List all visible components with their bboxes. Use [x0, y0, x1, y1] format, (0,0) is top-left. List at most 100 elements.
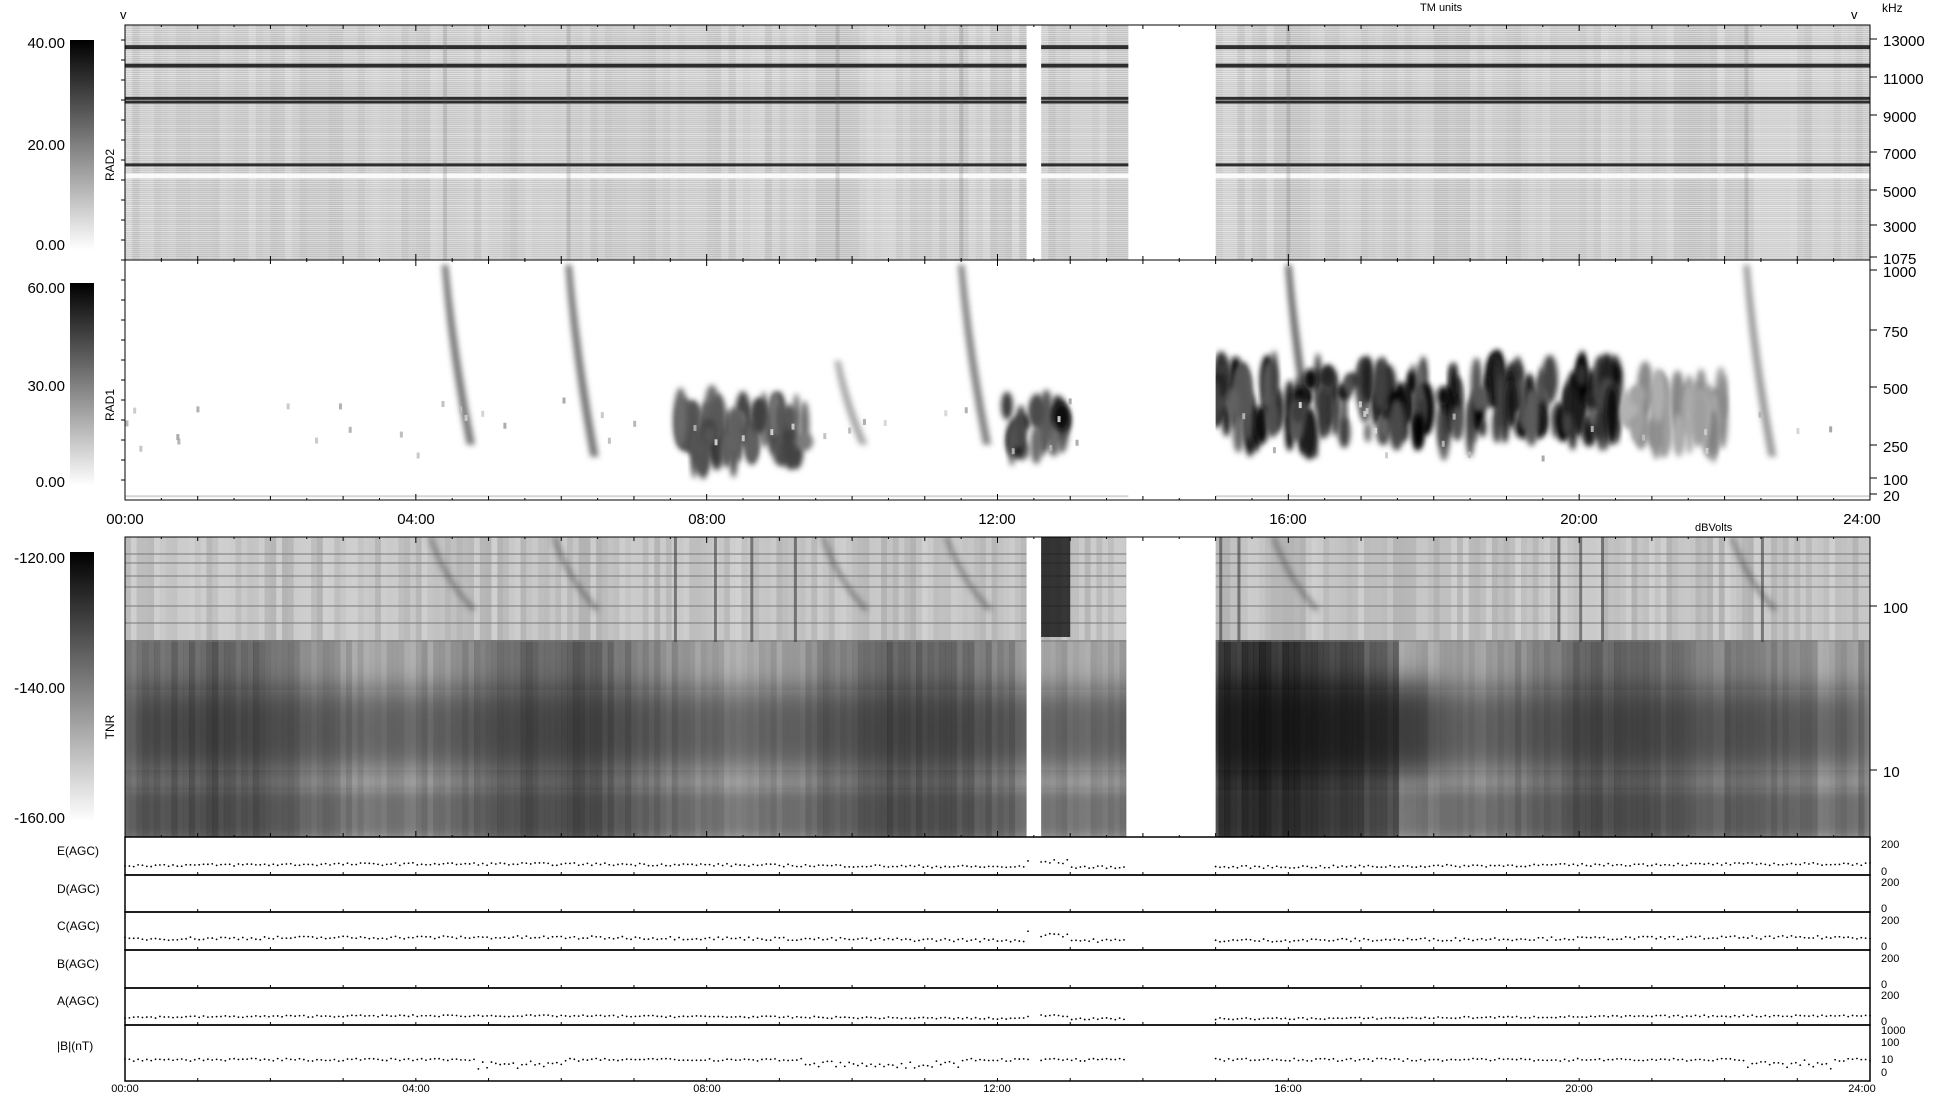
tnr-column-upper [532, 537, 539, 640]
agc-point [769, 1058, 772, 1061]
agc-panels: E(AGC) 200 0 D(AGC) 200 0 C(AGC) 200 0 B… [57, 836, 1905, 1082]
agc-point [446, 935, 449, 938]
tnr-column-upper [1340, 537, 1348, 640]
tnr-column-upper [933, 537, 940, 640]
rad1-blob [1360, 355, 1374, 404]
agc-point [1677, 1058, 1679, 1061]
agc-point [1040, 1059, 1043, 1062]
agc-point [708, 863, 711, 866]
agc-point [852, 938, 855, 941]
rad2-stripe [125, 137, 1870, 138]
agc-point [324, 937, 327, 940]
tnr-column-upper [1829, 537, 1836, 640]
agc-point [442, 862, 445, 865]
rad1-speck [693, 424, 697, 431]
agc-point [1363, 1017, 1365, 1020]
tnr-column-upper [334, 537, 341, 640]
agc-point [486, 936, 488, 939]
agc-point [1319, 939, 1322, 941]
agc-point [569, 936, 571, 939]
agc-point [1336, 938, 1339, 941]
agc-point [721, 1015, 724, 1018]
tnr-column-upper [1852, 537, 1859, 640]
agc-point [1672, 864, 1675, 867]
agc-point [1690, 1015, 1693, 1018]
agc-point [390, 863, 393, 866]
rad2-cell [546, 25, 555, 260]
agc-point [1022, 940, 1025, 943]
agc-point [163, 1016, 166, 1018]
agc-point [1794, 936, 1797, 939]
agc-point [1602, 936, 1605, 939]
agc-point [1393, 1057, 1396, 1060]
tnr-column-upper [572, 537, 580, 640]
tnr-ytick: 10 [1883, 764, 1900, 781]
agc-point [891, 865, 894, 868]
tnr-column-upper [526, 537, 533, 640]
rad1-speck [125, 420, 129, 427]
tnr-column-upper [985, 537, 993, 640]
agc-point [433, 937, 436, 940]
agc-point [1720, 1015, 1723, 1017]
rad2-cell [961, 25, 970, 260]
tnr-column-upper [1643, 537, 1650, 640]
rad2-cell [1608, 25, 1617, 260]
agc-point [1559, 1060, 1562, 1062]
agc-point [1642, 863, 1645, 865]
rad2-cell [524, 25, 533, 260]
agc-point [1790, 1015, 1793, 1018]
rad2-cell [764, 25, 773, 260]
agc-point [1371, 865, 1374, 868]
agc-point [276, 1015, 279, 1017]
tnr-column-upper [340, 537, 347, 640]
agc-point [638, 937, 641, 939]
agc-point [1611, 864, 1614, 867]
tnr-column-upper [852, 537, 859, 640]
agc-point [634, 1015, 637, 1018]
agc-point [848, 865, 851, 868]
tnr-column-upper [404, 537, 411, 640]
tnr-column-upper [1329, 537, 1336, 640]
agc-point [926, 1064, 929, 1067]
agc-point [145, 865, 148, 868]
agc-point [1777, 1014, 1780, 1017]
rad2-cell [495, 25, 504, 260]
agc-point [307, 935, 310, 938]
rad2-cell [772, 25, 780, 260]
agc-point [1860, 1058, 1863, 1061]
agc-point [1725, 936, 1727, 939]
agc-point [316, 864, 318, 867]
agc-point [1358, 864, 1361, 867]
agc-point [813, 1062, 816, 1065]
agc-point [180, 1016, 183, 1019]
agc-point [368, 937, 371, 940]
tnr-column-upper [567, 537, 574, 640]
agc-point [1227, 866, 1230, 869]
agc-point [621, 863, 624, 865]
tnr-column-upper [148, 537, 155, 640]
agc-point [974, 865, 977, 868]
agc-point [490, 1014, 493, 1017]
agc-point [948, 866, 951, 868]
agc-point [1607, 938, 1610, 941]
tnr-ytick: 100 [1883, 600, 1908, 617]
agc-point [416, 1015, 419, 1018]
rad2-cell [1019, 25, 1028, 260]
agc-point [390, 1015, 393, 1018]
agc-point [150, 1059, 153, 1062]
agc-point [1812, 937, 1815, 939]
tnr-column-upper [1439, 537, 1446, 640]
agc-point [1310, 1060, 1313, 1062]
agc-point [909, 1017, 912, 1020]
rad2-cell [801, 25, 810, 260]
agc-point [952, 1018, 955, 1020]
agc-point [490, 862, 493, 865]
rad1-speck [964, 407, 968, 414]
agc-point [1755, 937, 1758, 939]
agc-point [1476, 938, 1479, 941]
tnr-column-upper [718, 537, 725, 640]
tnr-line [125, 575, 1870, 577]
rad2-stripe [125, 57, 1870, 58]
rad2-stripe [125, 203, 1870, 204]
b-field-ytick: 1000 [1881, 1025, 1905, 1037]
